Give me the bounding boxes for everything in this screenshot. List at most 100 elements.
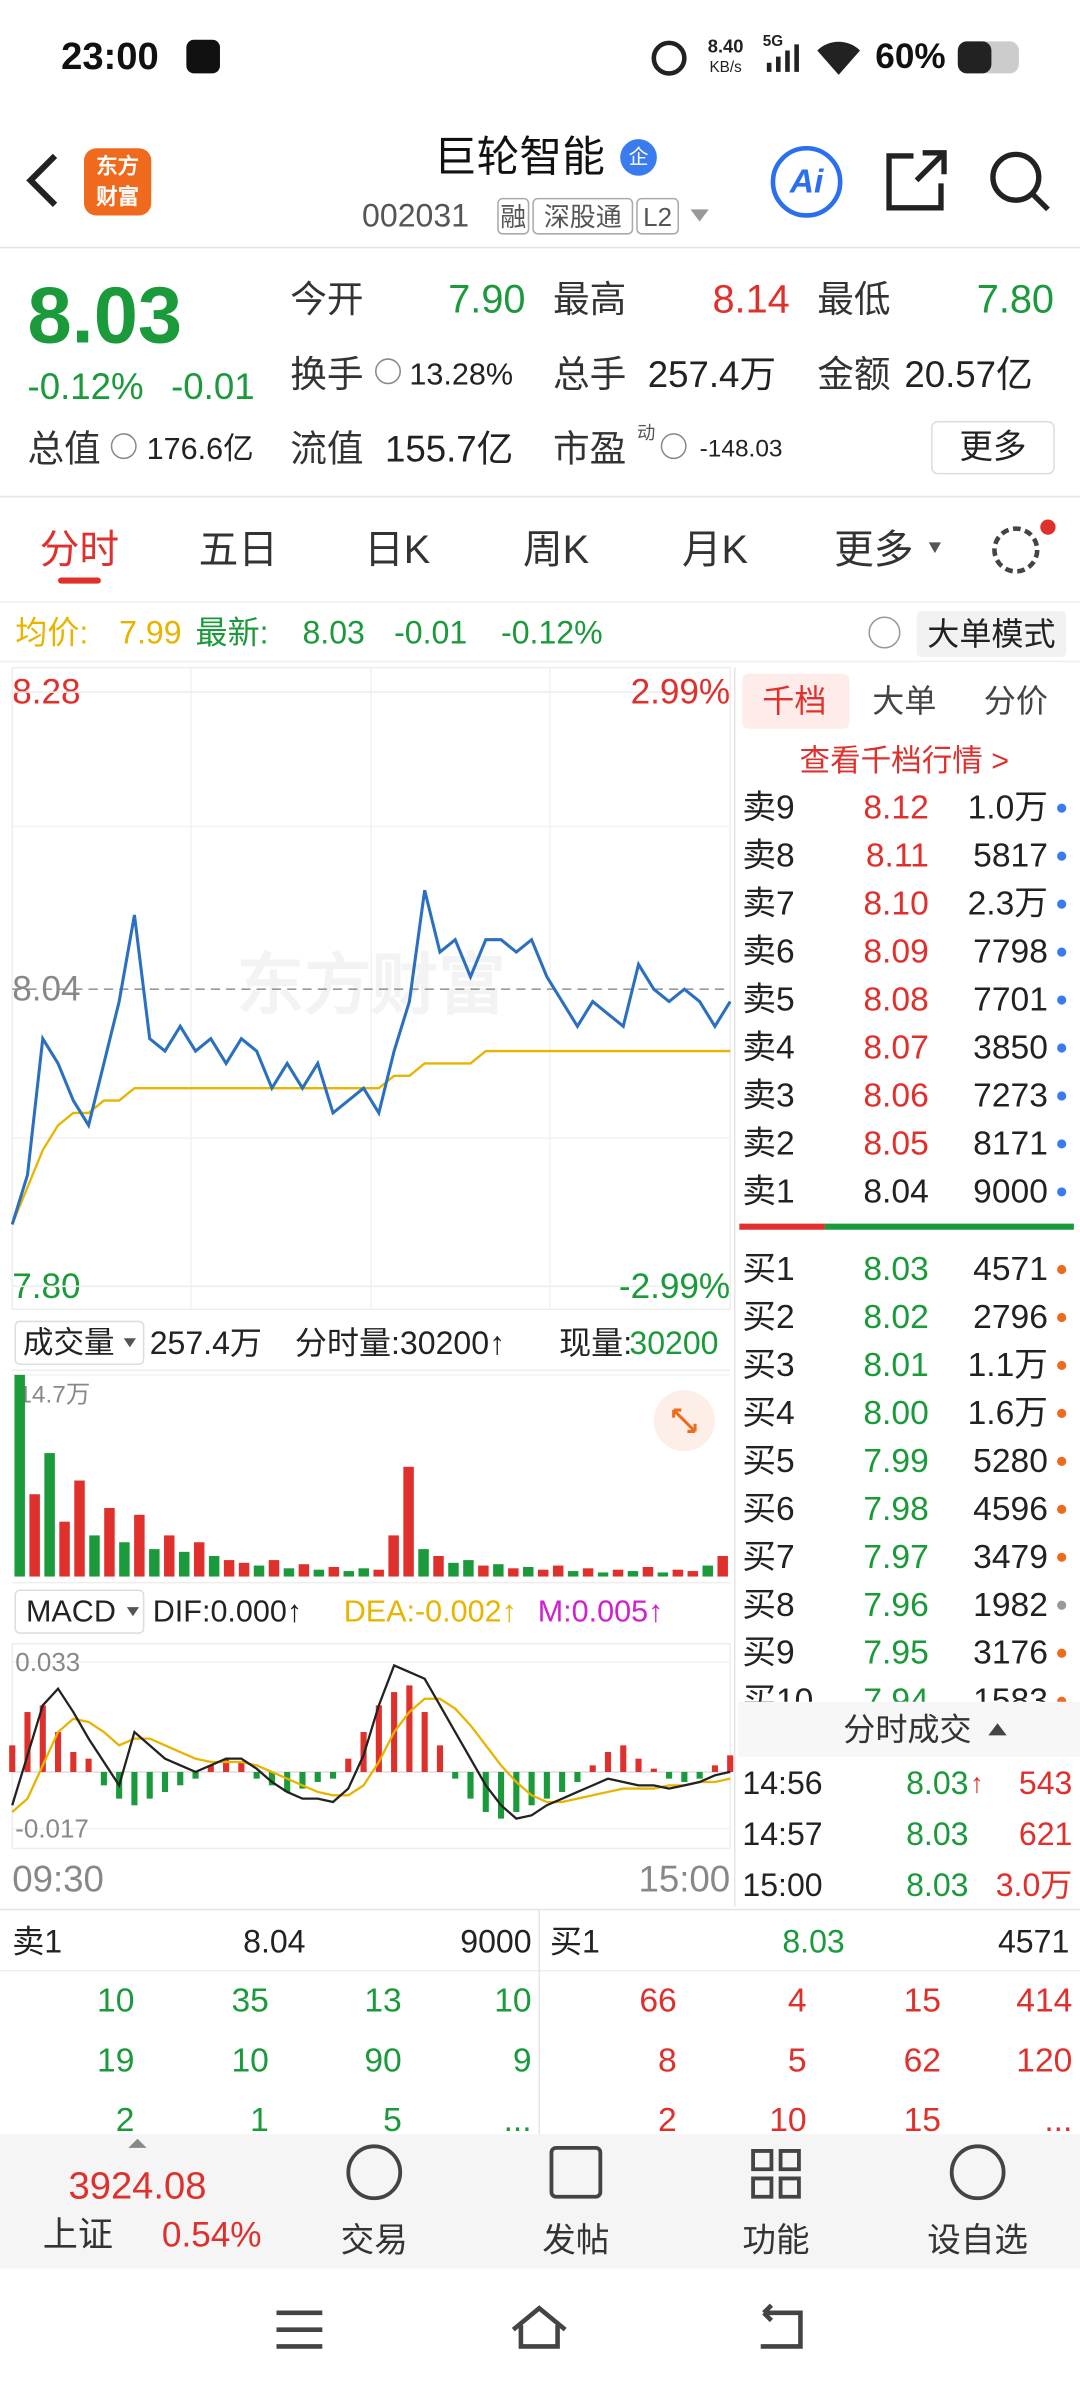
menu-key[interactable] (276, 2310, 323, 2349)
trade-price: 8.03 (906, 1867, 968, 1903)
function-icon[interactable] (751, 2149, 801, 2199)
trade-volume: 621 (1019, 1816, 1073, 1852)
help-icon[interactable] (868, 616, 901, 649)
macd-bar (574, 1771, 581, 1782)
watchlist-icon[interactable] (949, 2144, 1006, 2201)
depth-cell: 62 (904, 2042, 941, 2079)
macd-bar (452, 1771, 459, 1779)
tab: 日K (364, 528, 431, 572)
badge-bg (620, 139, 657, 176)
dropdown-arrow[interactable] (690, 209, 709, 222)
volume-bar (178, 1551, 190, 1577)
summary-latest: 8.03 (302, 615, 364, 651)
book-tab: 大单 (872, 683, 936, 719)
macd-bar (314, 1771, 321, 1782)
volume-bar (373, 1569, 384, 1577)
mode-button[interactable] (916, 611, 1067, 657)
level-dot (1057, 1552, 1067, 1562)
collapse-arrow[interactable] (988, 1723, 1007, 1736)
ask-label: 卖2 (742, 1125, 794, 1162)
volume-total: 257.4万 (150, 1325, 262, 1361)
post-icon[interactable] (549, 2145, 603, 2199)
bid-label: 买5 (742, 1443, 794, 1480)
tag-box (497, 197, 530, 235)
bid-label: 买3 (742, 1347, 794, 1384)
tab: 月K (682, 528, 749, 572)
bid-price: 8.00 (863, 1395, 928, 1432)
volume-bar (552, 1565, 564, 1577)
ask-volume: 3850 (973, 1030, 1048, 1067)
depth-cell: 414 (1016, 1983, 1072, 2020)
macd-bar (635, 1758, 642, 1772)
alarm-icon (651, 40, 687, 76)
depth-cell: ... (504, 2102, 532, 2139)
more-button[interactable] (931, 420, 1055, 475)
ask-volume: 2.3万 (968, 886, 1048, 923)
bid-volume: 4571 (973, 1251, 1048, 1288)
info-icon[interactable] (110, 433, 137, 460)
volume-bar (29, 1494, 40, 1577)
depth-volume: 9000 (460, 1924, 531, 1960)
volume-bar (208, 1555, 220, 1577)
ask-price: 8.10 (863, 886, 928, 923)
home-key[interactable] (511, 2305, 567, 2349)
book-tab: 千档 (762, 683, 826, 719)
info-icon[interactable] (375, 358, 401, 385)
summary-avg: 7.99 (119, 615, 181, 651)
back-key[interactable] (760, 2303, 803, 2349)
field-label: 换手 (290, 354, 363, 395)
index-name: 上证 (43, 2215, 113, 2254)
trade-icon[interactable] (346, 2144, 403, 2201)
price-line (10, 889, 732, 1225)
settings-button[interactable] (992, 526, 1040, 574)
field-value: 20.57亿 (904, 354, 1032, 395)
volume-bar (702, 1565, 713, 1577)
macd-bar (299, 1771, 306, 1789)
y2-tick-label: -2.99% (619, 1267, 730, 1306)
trade-volume: 3.0万 (996, 1867, 1073, 1903)
field-label: 市盈 (553, 429, 626, 470)
depth-cell: 19 (97, 2042, 134, 2079)
info-icon[interactable] (660, 433, 687, 460)
bid-price: 7.94 (863, 1683, 928, 1720)
watermark: 东方财富 (237, 948, 506, 1023)
share-button[interactable] (886, 150, 947, 211)
level-dot (1057, 1187, 1067, 1197)
bid-label: 买8 (742, 1587, 794, 1624)
volume-bar (582, 1568, 594, 1577)
nav-item: 发帖 (542, 2222, 609, 2260)
badge: 企 (629, 146, 649, 168)
search-button[interactable] (990, 151, 1042, 203)
change: -0.01 (171, 366, 255, 407)
field-label: 今开 (290, 279, 363, 320)
macd-dropdown[interactable] (14, 1589, 145, 1634)
summary-avg-label: 均价: (15, 615, 88, 651)
depth-cell: 10 (494, 1983, 531, 2020)
bid-price: 7.98 (863, 1491, 928, 1528)
depth-price: 8.03 (782, 1924, 844, 1960)
dif-label: DIF:0.000↑ (153, 1595, 302, 1629)
tag: 深股通 (544, 202, 622, 232)
net-unit: KB/s (709, 59, 742, 76)
bid-volume: 3176 (973, 1635, 1048, 1672)
level-dot (1057, 1139, 1067, 1149)
ask-label: 卖4 (742, 1030, 794, 1067)
dropdown-arrow[interactable] (928, 542, 941, 554)
back-button[interactable] (26, 153, 58, 207)
ai-button[interactable] (770, 145, 843, 218)
bid-label: 买10 (742, 1683, 813, 1720)
tag-box (532, 197, 634, 235)
index-value: 3924.08 (68, 2165, 206, 2208)
field-value: 8.14 (712, 277, 789, 321)
volume-bar (268, 1560, 280, 1577)
y-tick-label: 14.7万 (18, 1381, 90, 1408)
macd-bar (9, 1745, 16, 1772)
expand-arrow[interactable] (128, 2138, 147, 2148)
field-value: 7.80 (977, 277, 1054, 321)
wifi-icon (817, 41, 861, 75)
bid-price: 7.99 (863, 1443, 928, 1480)
volume-bar (717, 1555, 728, 1577)
dea-label: DEA:-0.002↑ (344, 1595, 517, 1629)
volume-dropdown[interactable] (14, 1320, 145, 1365)
depth-cell: 1 (250, 2102, 269, 2139)
